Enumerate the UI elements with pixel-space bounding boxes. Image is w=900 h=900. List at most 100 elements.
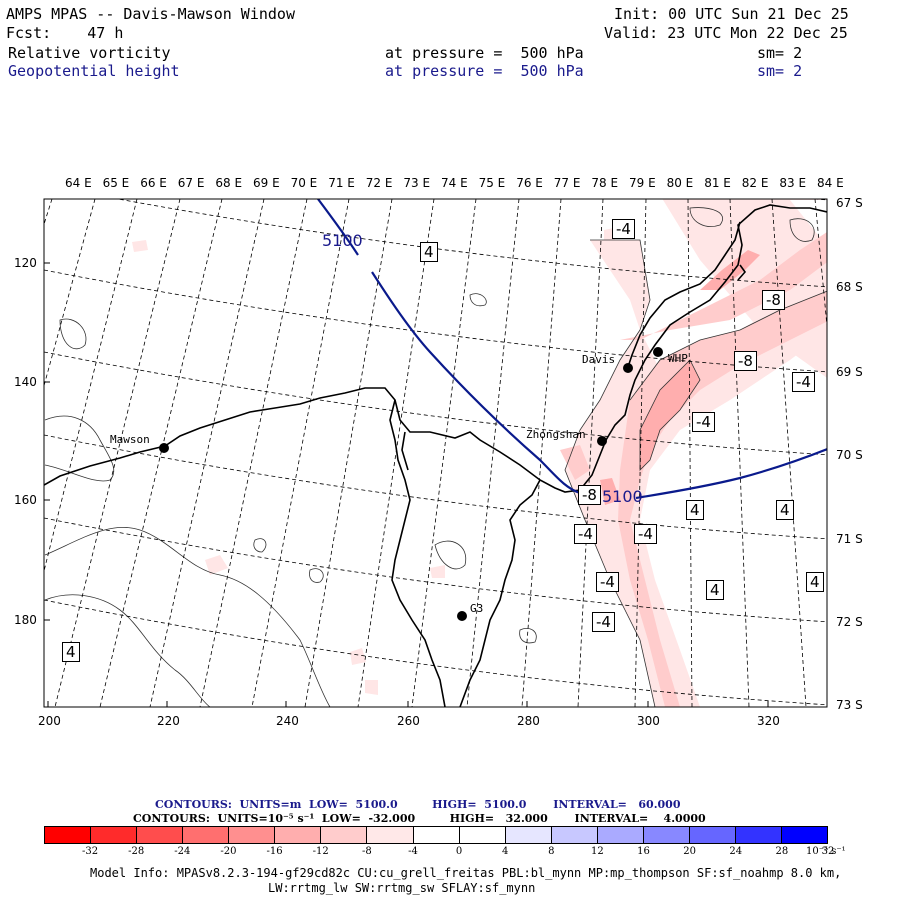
colorbar-cell xyxy=(229,827,276,843)
field1-name: Relative vorticity xyxy=(8,44,171,62)
colorbar-tick-label: -28 xyxy=(128,846,145,857)
forecast-hour: Fcst: 47 h xyxy=(6,24,124,42)
station-g3-marker xyxy=(457,611,467,621)
longitude-label: 71 E xyxy=(328,176,355,190)
station-label-whp: WHP xyxy=(668,352,688,365)
stations xyxy=(159,347,663,621)
field2-pressure: at pressure = 500 hPa xyxy=(385,62,584,80)
longitude-label: 84 E xyxy=(817,176,844,190)
colorbar-tick-label: -20 xyxy=(220,846,237,857)
contours-info-height: CONTOURS: UNITS=m LOW= 5100.0 HIGH= 5100… xyxy=(155,798,681,811)
longitude-label: 75 E xyxy=(478,176,506,190)
vorticity-label: -8 xyxy=(762,290,785,310)
colorbar-cell xyxy=(643,827,690,843)
station-label-davis: Davis xyxy=(582,353,616,366)
init-time: Init: 00 UTC Sun 21 Dec 25 xyxy=(614,5,849,23)
vorticity-label: 4 xyxy=(420,242,438,262)
latitude-label: 67 S xyxy=(836,196,863,210)
longitude-label: 72 E xyxy=(365,176,393,190)
colorbar-cell xyxy=(782,827,828,843)
longitude-label: 73 E xyxy=(403,176,431,190)
axis-ticks xyxy=(44,262,769,707)
longitude-label: 82 E xyxy=(741,176,769,190)
station-mawson-marker xyxy=(159,443,169,453)
colorbar-tick-label: -16 xyxy=(266,846,283,857)
plot-title: AMPS MPAS -- Davis-Mawson Window xyxy=(6,5,295,23)
colorbar-tick-label: -4 xyxy=(408,846,418,857)
station-label-zhongshan: Zhongshan xyxy=(526,428,586,441)
longitude-label: 76 E xyxy=(516,176,543,190)
y-axis-label: 160 xyxy=(14,493,37,507)
colorbar-tick-label: -12 xyxy=(312,846,329,857)
station-davis-marker xyxy=(623,363,633,373)
vorticity-label: 4 xyxy=(806,572,824,592)
field2-smoothing: sm= 2 xyxy=(757,62,803,80)
latitude-label: 72 S xyxy=(836,615,863,629)
vorticity-shading xyxy=(132,199,827,707)
vorticity-label: -4 xyxy=(596,572,619,592)
longitude-label: 70 E xyxy=(290,176,318,190)
vorticity-label: 4 xyxy=(686,500,704,520)
latitude-label: 69 S xyxy=(836,365,863,379)
x-axis-label: 280 xyxy=(517,714,540,728)
vorticity-label: -4 xyxy=(574,524,597,544)
x-axis-label: 220 xyxy=(157,714,180,728)
colorbar-cell xyxy=(735,827,782,843)
colorbar-tick-label: 16 xyxy=(637,846,650,857)
colorbar-tick-label: 28 xyxy=(775,846,789,857)
longitude-label: 78 E xyxy=(591,176,619,190)
longitude-label: 80 E xyxy=(666,176,694,190)
colorbar-tick-label: 8 xyxy=(548,846,555,857)
footer-model-info-2: LW:rrtmg_lw SW:rrtmg_sw SFLAY:sf_mynn xyxy=(268,881,536,895)
y-axis-label: 140 xyxy=(14,375,37,389)
longitude-label: 68 E xyxy=(215,176,243,190)
vorticity-label: 4 xyxy=(706,580,724,600)
colorbar-cell xyxy=(183,827,230,843)
y-axis-label: 120 xyxy=(14,256,37,270)
vorticity-label: 4 xyxy=(776,500,794,520)
colorbar-tick-label: 12 xyxy=(591,846,604,857)
colorbar-tick-label: -32 xyxy=(82,846,99,857)
x-axis-label: 240 xyxy=(276,714,299,728)
longitude-label: 79 E xyxy=(629,176,656,190)
vorticity-label: -4 xyxy=(634,524,657,544)
colorbar-cell xyxy=(505,827,552,843)
field1-smoothing: sm= 2 xyxy=(757,44,803,62)
station-whp-marker xyxy=(653,347,663,357)
longitude-label: 66 E xyxy=(140,176,167,190)
colorbar xyxy=(44,826,828,844)
colorbar-tick-label: 24 xyxy=(729,846,743,857)
latitude-label: 71 S xyxy=(836,532,863,546)
colorbar-tick-label: -24 xyxy=(174,846,191,857)
x-axis-label: 260 xyxy=(397,714,420,728)
longitude-label: 65 E xyxy=(102,176,130,190)
longitude-label: 64 E xyxy=(65,176,92,190)
colorbar-tick-label: 20 xyxy=(683,846,696,857)
colorbar-tick-label: -8 xyxy=(361,846,372,857)
height-contour-label-2: 5100 xyxy=(602,487,643,506)
longitude-label: 77 E xyxy=(553,176,581,190)
map-frame xyxy=(43,198,828,708)
longitude-label: 83 E xyxy=(779,176,807,190)
vorticity-label: -4 xyxy=(692,412,715,432)
longitude-label: 69 E xyxy=(253,176,280,190)
colorbar-tick-label: 32 xyxy=(821,846,835,857)
vorticity-label: -4 xyxy=(792,372,815,392)
y-axis-label: 180 xyxy=(14,613,37,627)
vorticity-label: 4 xyxy=(62,642,80,662)
x-axis-label: 320 xyxy=(757,714,780,728)
colorbar-cell xyxy=(367,827,414,843)
vorticity-label: -8 xyxy=(734,351,757,371)
colorbar-cell xyxy=(597,827,644,843)
height-contour-5100 xyxy=(317,199,827,500)
coastline xyxy=(44,204,827,707)
footer-model-info: Model Info: MPASv8.2.3-194-gf29cd82c CU:… xyxy=(90,866,842,880)
colorbar-cell xyxy=(321,827,368,843)
x-axis-label: 300 xyxy=(637,714,660,728)
x-axis-label: 200 xyxy=(38,714,61,728)
latitude-label: 68 S xyxy=(836,280,863,294)
longitude-label: 67 E xyxy=(177,176,205,190)
colorbar-cell xyxy=(689,827,736,843)
field2-name: Geopotential height xyxy=(8,62,180,80)
